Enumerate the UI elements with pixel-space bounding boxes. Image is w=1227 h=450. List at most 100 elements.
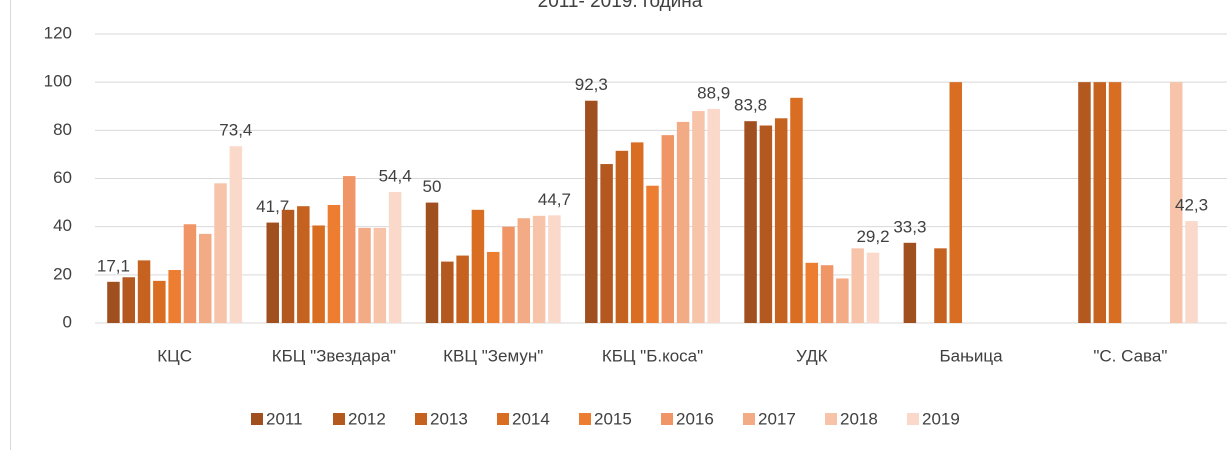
bar bbox=[707, 108, 720, 323]
bar bbox=[122, 277, 135, 323]
data-label: 83,8 bbox=[734, 96, 767, 115]
bar bbox=[441, 261, 454, 323]
bar bbox=[486, 251, 500, 323]
bar bbox=[1108, 82, 1122, 324]
bar bbox=[759, 125, 773, 324]
bar bbox=[790, 97, 803, 323]
x-tick-label: КБЦ "Звездара" bbox=[272, 346, 396, 365]
bar bbox=[281, 209, 295, 323]
bar bbox=[676, 121, 690, 323]
bar bbox=[137, 260, 151, 323]
bar bbox=[1078, 82, 1091, 324]
y-tick-label: 0 bbox=[63, 312, 72, 331]
y-tick-label: 60 bbox=[53, 168, 72, 187]
data-label: 42,3 bbox=[1175, 196, 1208, 215]
bar bbox=[548, 215, 561, 323]
bar bbox=[373, 227, 387, 323]
x-tick-label: Бањица bbox=[940, 346, 1004, 365]
bar bbox=[661, 135, 675, 323]
bar bbox=[600, 164, 613, 323]
bar bbox=[297, 206, 310, 323]
legend-label: 2017 bbox=[758, 409, 796, 428]
legend-label: 2012 bbox=[348, 409, 386, 428]
legend-swatch bbox=[743, 413, 755, 425]
data-label: 33,3 bbox=[893, 217, 926, 236]
legend-label: 2016 bbox=[676, 409, 714, 428]
bar bbox=[183, 224, 197, 323]
bar bbox=[949, 82, 963, 324]
legend-label: 2014 bbox=[512, 409, 550, 428]
bar bbox=[615, 150, 629, 323]
bar bbox=[266, 222, 279, 323]
bar bbox=[646, 185, 659, 323]
y-tick-label: 100 bbox=[44, 72, 72, 91]
bar bbox=[1093, 82, 1107, 324]
legend-swatch bbox=[825, 413, 837, 425]
y-tick-label: 40 bbox=[53, 216, 72, 235]
bar bbox=[836, 278, 849, 323]
x-tick-label: КЦС bbox=[157, 346, 192, 365]
legend-swatch bbox=[497, 413, 509, 425]
bar bbox=[851, 248, 864, 323]
x-tick-label: УДК bbox=[796, 346, 828, 365]
legend-label: 2018 bbox=[840, 409, 878, 428]
legend-swatch bbox=[333, 413, 345, 425]
bar bbox=[471, 209, 485, 323]
data-label: 41,7 bbox=[256, 197, 289, 216]
data-label: 54,4 bbox=[379, 166, 412, 185]
bar bbox=[692, 111, 705, 323]
legend-label: 2015 bbox=[594, 409, 632, 428]
bar bbox=[327, 204, 341, 323]
bar bbox=[388, 191, 402, 323]
bar bbox=[153, 280, 166, 323]
legend-label: 2013 bbox=[430, 409, 468, 428]
data-label: 29,2 bbox=[856, 227, 889, 246]
data-label: 92,3 bbox=[575, 75, 608, 94]
bar bbox=[903, 242, 917, 323]
y-tick-label: 80 bbox=[53, 120, 72, 139]
legend-swatch bbox=[907, 413, 919, 425]
bar bbox=[312, 225, 325, 323]
bar bbox=[198, 233, 212, 323]
bar bbox=[934, 248, 947, 323]
legend-swatch bbox=[415, 413, 427, 425]
chart-border bbox=[10, 0, 11, 450]
bar bbox=[502, 226, 515, 323]
bar bbox=[1185, 221, 1198, 323]
bar bbox=[532, 215, 546, 323]
bar bbox=[1170, 82, 1183, 324]
bar bbox=[774, 118, 788, 324]
bar bbox=[744, 121, 757, 323]
y-tick-label: 20 bbox=[53, 264, 72, 283]
bar bbox=[456, 255, 469, 323]
data-label: 44,7 bbox=[538, 190, 571, 209]
legend-label: 2011 bbox=[266, 409, 303, 428]
bar bbox=[820, 265, 834, 323]
legend-label: 2019 bbox=[922, 409, 960, 428]
bar bbox=[214, 183, 227, 323]
data-label: 88,9 bbox=[697, 83, 730, 102]
chart-title: 2011- 2019. година bbox=[538, 0, 703, 12]
data-label: 73,4 bbox=[219, 121, 252, 140]
legend-swatch bbox=[661, 413, 673, 425]
bar bbox=[585, 100, 598, 323]
x-tick-label: КБЦ "Б.коса" bbox=[602, 346, 703, 365]
bar bbox=[866, 252, 880, 323]
bar bbox=[342, 176, 356, 323]
data-label: 50 bbox=[423, 177, 442, 196]
legend-swatch bbox=[579, 413, 591, 425]
data-label: 17,1 bbox=[97, 256, 130, 275]
legend-swatch bbox=[251, 413, 263, 425]
bar bbox=[517, 218, 531, 323]
x-tick-label: КВЦ "Земун" bbox=[443, 346, 543, 365]
bar bbox=[229, 146, 243, 323]
bar bbox=[630, 142, 644, 323]
bar bbox=[358, 227, 371, 323]
bar bbox=[107, 281, 120, 323]
bar bbox=[425, 202, 439, 323]
bar bbox=[805, 262, 819, 323]
bar bbox=[168, 270, 181, 323]
y-tick-label: 120 bbox=[44, 23, 72, 42]
x-tick-label: "С. Сава" bbox=[1093, 346, 1167, 365]
